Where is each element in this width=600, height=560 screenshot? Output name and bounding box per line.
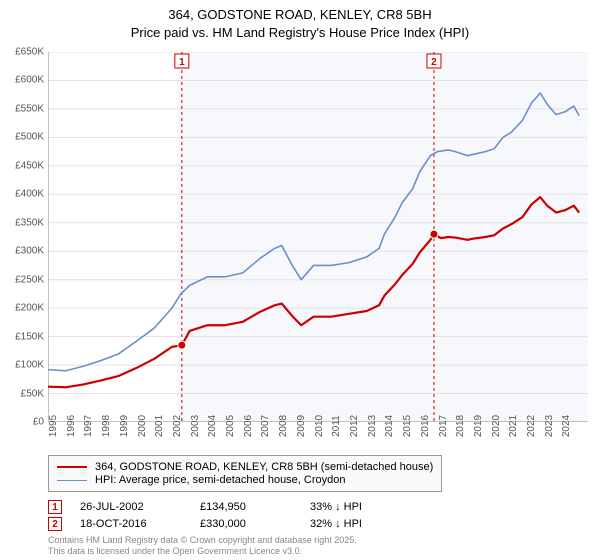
x-tick-label: 1996 (66, 415, 77, 437)
x-tick-label: 2013 (367, 415, 378, 437)
y-tick-label: £0 (33, 417, 44, 428)
y-tick-label: £150K (15, 331, 44, 342)
x-tick-label: 2006 (243, 415, 254, 437)
x-tick-label: 2007 (260, 415, 271, 437)
x-tick-label: 2022 (526, 415, 537, 437)
legend: 364, GODSTONE ROAD, KENLEY, CR8 5BH (sem… (48, 455, 442, 492)
x-tick-label: 2012 (349, 415, 360, 437)
sale-marker-box: 2 (48, 517, 62, 531)
x-tick-label: 2023 (544, 415, 555, 437)
x-tick-label: 2003 (190, 415, 201, 437)
sale-date: 18-OCT-2016 (80, 518, 200, 530)
footer-line-2: This data is licensed under the Open Gov… (48, 546, 302, 556)
footer-line-1: Contains HM Land Registry data © Crown c… (48, 535, 357, 545)
legend-item: HPI: Average price, semi-detached house,… (57, 474, 433, 486)
legend-swatch (57, 480, 87, 481)
x-tick-label: 1997 (83, 415, 94, 437)
sale-hpi-delta: 33% ↓ HPI (310, 501, 362, 513)
line-chart: 12 (48, 52, 588, 422)
sale-row: 2 18-OCT-2016£330,00032% ↓ HPI (48, 517, 362, 531)
sale-date: 26-JUL-2002 (80, 501, 200, 513)
x-tick-label: 2021 (508, 415, 519, 437)
svg-text:2: 2 (431, 57, 437, 68)
x-tick-label: 1995 (48, 415, 59, 437)
y-tick-label: £400K (15, 189, 44, 200)
x-tick-label: 2019 (473, 415, 484, 437)
x-tick-label: 2008 (278, 415, 289, 437)
sales-table: 1 26-JUL-2002£134,95033% ↓ HPI 2 18-OCT-201… (48, 500, 362, 534)
x-tick-label: 2000 (137, 415, 148, 437)
legend-label: HPI: Average price, semi-detached house,… (95, 474, 346, 486)
title-line-1: 364, GODSTONE ROAD, KENLEY, CR8 5BH (168, 7, 431, 22)
y-tick-label: £50K (21, 388, 44, 399)
legend-swatch (57, 466, 87, 468)
x-tick-label: 2009 (296, 415, 307, 437)
y-tick-label: £500K (15, 132, 44, 143)
x-tick-label: 2002 (172, 415, 183, 437)
x-tick-label: 2018 (455, 415, 466, 437)
x-tick-label: 2011 (331, 415, 342, 437)
x-tick-label: 2004 (207, 415, 218, 437)
footer-attribution: Contains HM Land Registry data © Crown c… (48, 535, 357, 557)
sale-hpi-delta: 32% ↓ HPI (310, 518, 362, 530)
chart-area: 12 £0£50K£100K£150K£200K£250K£300K£350K£… (48, 52, 588, 422)
sale-price: £134,950 (200, 501, 310, 513)
y-tick-label: £450K (15, 160, 44, 171)
x-tick-label: 2014 (384, 415, 395, 437)
x-tick-label: 1999 (119, 415, 130, 437)
title-line-2: Price paid vs. HM Land Registry's House … (131, 25, 469, 40)
chart-title: 364, GODSTONE ROAD, KENLEY, CR8 5BH Pric… (0, 0, 600, 41)
legend-label: 364, GODSTONE ROAD, KENLEY, CR8 5BH (sem… (95, 461, 433, 473)
y-tick-label: £200K (15, 303, 44, 314)
x-tick-label: 1998 (101, 415, 112, 437)
y-tick-label: £350K (15, 217, 44, 228)
sale-marker-box: 1 (48, 500, 62, 514)
x-tick-label: 2001 (154, 415, 165, 437)
y-tick-label: £600K (15, 75, 44, 86)
y-tick-label: £100K (15, 360, 44, 371)
y-tick-label: £300K (15, 246, 44, 257)
x-tick-label: 2017 (438, 415, 449, 437)
x-tick-label: 2015 (402, 415, 413, 437)
y-tick-label: £650K (15, 47, 44, 58)
y-tick-label: £250K (15, 274, 44, 285)
y-tick-label: £550K (15, 103, 44, 114)
x-tick-label: 2010 (314, 415, 325, 437)
sale-row: 1 26-JUL-2002£134,95033% ↓ HPI (48, 500, 362, 514)
x-tick-label: 2024 (561, 415, 572, 437)
legend-item: 364, GODSTONE ROAD, KENLEY, CR8 5BH (sem… (57, 461, 433, 473)
x-tick-label: 2005 (225, 415, 236, 437)
x-tick-label: 2020 (491, 415, 502, 437)
x-tick-label: 2016 (420, 415, 431, 437)
svg-text:1: 1 (179, 57, 185, 68)
sale-price: £330,000 (200, 518, 310, 530)
